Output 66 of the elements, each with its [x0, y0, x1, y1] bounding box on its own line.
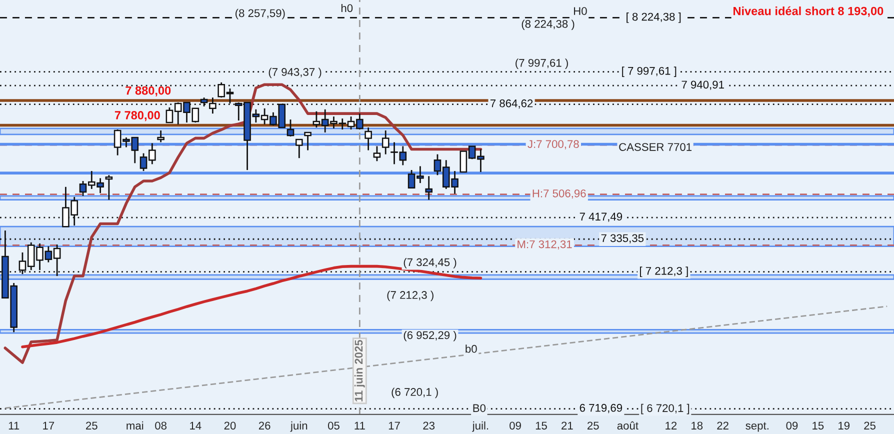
candlestick — [105, 174, 113, 200]
ref-line-label: [ 7 997,61 ] — [622, 66, 676, 78]
x-tick-label: sept. — [746, 422, 768, 432]
x-tick-label: 18 — [692, 422, 703, 430]
candlestick — [373, 146, 381, 162]
annotation: b0 — [466, 344, 477, 353]
ref-line-label: [ 7 212,3 ] — [640, 266, 688, 278]
annotation: (7 997,61 ) — [516, 58, 568, 69]
annotation: (6 952,29 ) — [404, 330, 456, 342]
x-tick-label: 09 — [786, 422, 798, 430]
ref-line-label: 7 335,35 — [601, 234, 644, 244]
annotation: (8 257,59) — [236, 8, 285, 20]
ref-line-label: 6 719,69 — [580, 404, 622, 414]
x-tick-label: 25 — [86, 422, 98, 430]
x-tick-label: 11 — [8, 422, 20, 430]
ref-line-label: 7 780,00 — [114, 111, 160, 122]
x-tick-label: 20 — [224, 422, 236, 430]
annotation: (6 720,1 ) — [392, 388, 438, 398]
annotation: (7 324,45 ) — [404, 258, 456, 268]
ref-line-label: 7 417,49 — [580, 212, 622, 222]
candlestick — [425, 175, 432, 200]
annotation: (7 212,3 ) — [387, 290, 434, 302]
annotation: (7 943,37 ) — [268, 68, 322, 78]
ref-line-label: 7 880,00 — [126, 86, 171, 96]
ref-line-label: 7 864,62 — [490, 99, 533, 109]
x-tick-label: 22 — [717, 422, 728, 430]
x-tick-label: mai — [126, 421, 144, 430]
candlestick — [296, 138, 303, 159]
x-tick-label: 17 — [388, 422, 400, 430]
candlestick — [209, 96, 216, 114]
x-tick-label: 11 — [354, 422, 365, 430]
x-tick-label: 09 — [510, 422, 521, 430]
ref-line-label: M:7 312,31 — [518, 240, 572, 250]
x-tick-label: 25 — [864, 422, 876, 430]
x-tick-label: 08 — [155, 422, 167, 430]
ref-line-label: [ 8 224,38 ] — [626, 12, 681, 23]
annotation: B0 — [473, 404, 486, 412]
annotation: H0 — [574, 7, 587, 15]
annotation: Niveau idéal short 8 193,00 — [734, 6, 884, 17]
candlestick — [382, 130, 390, 155]
annotation: h0 — [341, 4, 353, 12]
x-tick-label: 17 — [43, 422, 54, 430]
annotation: CASSER 7701 — [619, 143, 692, 151]
annotation: 11 juin 2025 — [354, 340, 365, 402]
x-tick-label: 14 — [190, 422, 202, 430]
candlestick — [304, 132, 312, 151]
x-tick-label: août — [617, 421, 638, 430]
annotation: (8 224,38 ) — [522, 20, 574, 30]
ref-line-label: 7 940,91 — [682, 80, 724, 90]
x-tick-label: 12 — [666, 422, 677, 430]
x-tick-label: 21 — [562, 422, 573, 430]
x-tick-label: juin — [290, 421, 308, 432]
candlestick — [364, 126, 372, 151]
x-tick-label: 15 — [536, 422, 547, 430]
x-tick-label: 25 — [588, 422, 599, 430]
x-tick-label: 23 — [423, 422, 435, 430]
ref-line-label: J:7 700,78 — [528, 140, 579, 150]
x-tick-label: 05 — [328, 422, 340, 430]
x-tick-label: juil. — [472, 421, 488, 432]
candlestick — [157, 130, 164, 143]
x-tick-label: 15 — [812, 422, 824, 430]
candlestick — [286, 118, 294, 138]
annotation: [ 6 720,1 ] — [641, 404, 690, 414]
x-tick-label: 19 — [838, 422, 850, 430]
x-tick-label: 26 — [258, 422, 270, 430]
ref-line-label: H:7 506,96 — [532, 189, 586, 199]
